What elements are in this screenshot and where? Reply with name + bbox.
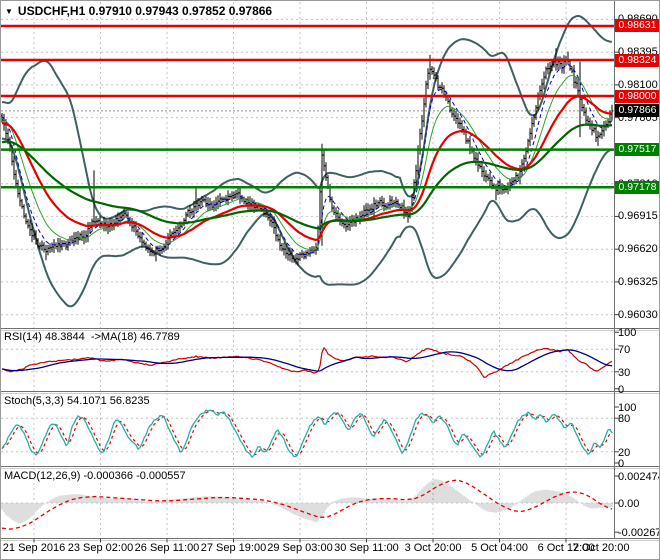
stoch-k-line (1, 409, 613, 459)
ma-slow-red (1, 95, 613, 242)
rsi-ma-line (1, 349, 613, 372)
macd-scale-label: -0.002679 (618, 527, 659, 540)
price-axis-label: 0.96915 (618, 210, 658, 223)
bollinger-lower (1, 137, 613, 308)
rsi-series (1, 346, 613, 378)
price-axis-label: 0.96030 (618, 308, 658, 321)
time-axis-label: 6 Oct 12:00 (537, 542, 595, 554)
rsi-scale-label: 0 (618, 383, 625, 396)
main-series (1, 14, 613, 308)
time-axis-label: 30 Sep 11:00 (334, 542, 399, 554)
price-axis-label: 0.96325 (618, 275, 658, 288)
main-chart-panel[interactable] (1, 2, 613, 328)
stoch-scale-label: 20 (618, 446, 631, 459)
price-level-badge-support: 0.97517 (615, 143, 659, 157)
stoch-series (1, 409, 613, 459)
time-axis-label: 29 Sep 03:00 (267, 542, 333, 554)
current-price-badge: 0.97866 (615, 104, 659, 118)
time-axis-label: 21 Sep 2016 (2, 542, 66, 554)
time-axis-label: 3 Oct 20:00 (404, 542, 462, 554)
symbol-ohlc-text: USDCHF,H1 0.97910 0.97943 0.97852 0.9786… (17, 4, 273, 18)
rsi-scale-label: 30 (618, 366, 631, 379)
chart-title: ▼ USDCHF,H1 0.97910 0.97943 0.97852 0.97… (5, 4, 272, 18)
macd-scale-label: 0.002474 (618, 471, 660, 484)
time-axis-label: 26 Sep 11:00 (134, 542, 200, 554)
macd-scale-label: 0.00 (618, 498, 640, 510)
ma-slow-green (1, 123, 613, 230)
macd-signal-line (1, 479, 613, 530)
time-axis-label: 5 Oct 04:00 (471, 542, 528, 554)
stoch-scale-label: 80 (618, 413, 631, 426)
chart-dropdown-icon[interactable]: ▼ (5, 6, 13, 16)
time-axis-label: 7 Oct 20:00 (572, 542, 630, 554)
rsi-scale-label: 70 (618, 344, 631, 357)
price-axis-label: 0.98100 (618, 78, 658, 91)
rsi-label: RSI(14) 48.3844 ->MA(18) 46.7789 (4, 331, 180, 343)
rsi-scale-label: 100 (618, 327, 637, 340)
ma-fast-green (1, 74, 613, 251)
price-level-badge-resistance: 0.98000 (615, 89, 659, 103)
macd-series (1, 479, 613, 530)
price-level-badge-resistance: 0.98324 (615, 53, 659, 67)
price-level-badge-support: 0.97178 (615, 180, 659, 194)
stoch-scale-label: 100 (618, 401, 637, 414)
rsi-line (1, 346, 613, 378)
price-axis-label: 0.96620 (618, 243, 658, 256)
macd-histogram (1, 479, 613, 524)
stoch-label: Stoch(5,3,3) 54.1071 56.8235 (4, 394, 150, 407)
stoch-scale-label: 0 (618, 457, 625, 470)
macd-label: MACD(12,26,9) -0.000366 -0.000557 (4, 469, 186, 482)
price-level-badge-resistance: 0.98631 (615, 19, 659, 33)
time-axis-label: 27 Sep 19:00 (200, 542, 267, 554)
time-axis-label: 23 Sep 02:00 (67, 542, 134, 554)
